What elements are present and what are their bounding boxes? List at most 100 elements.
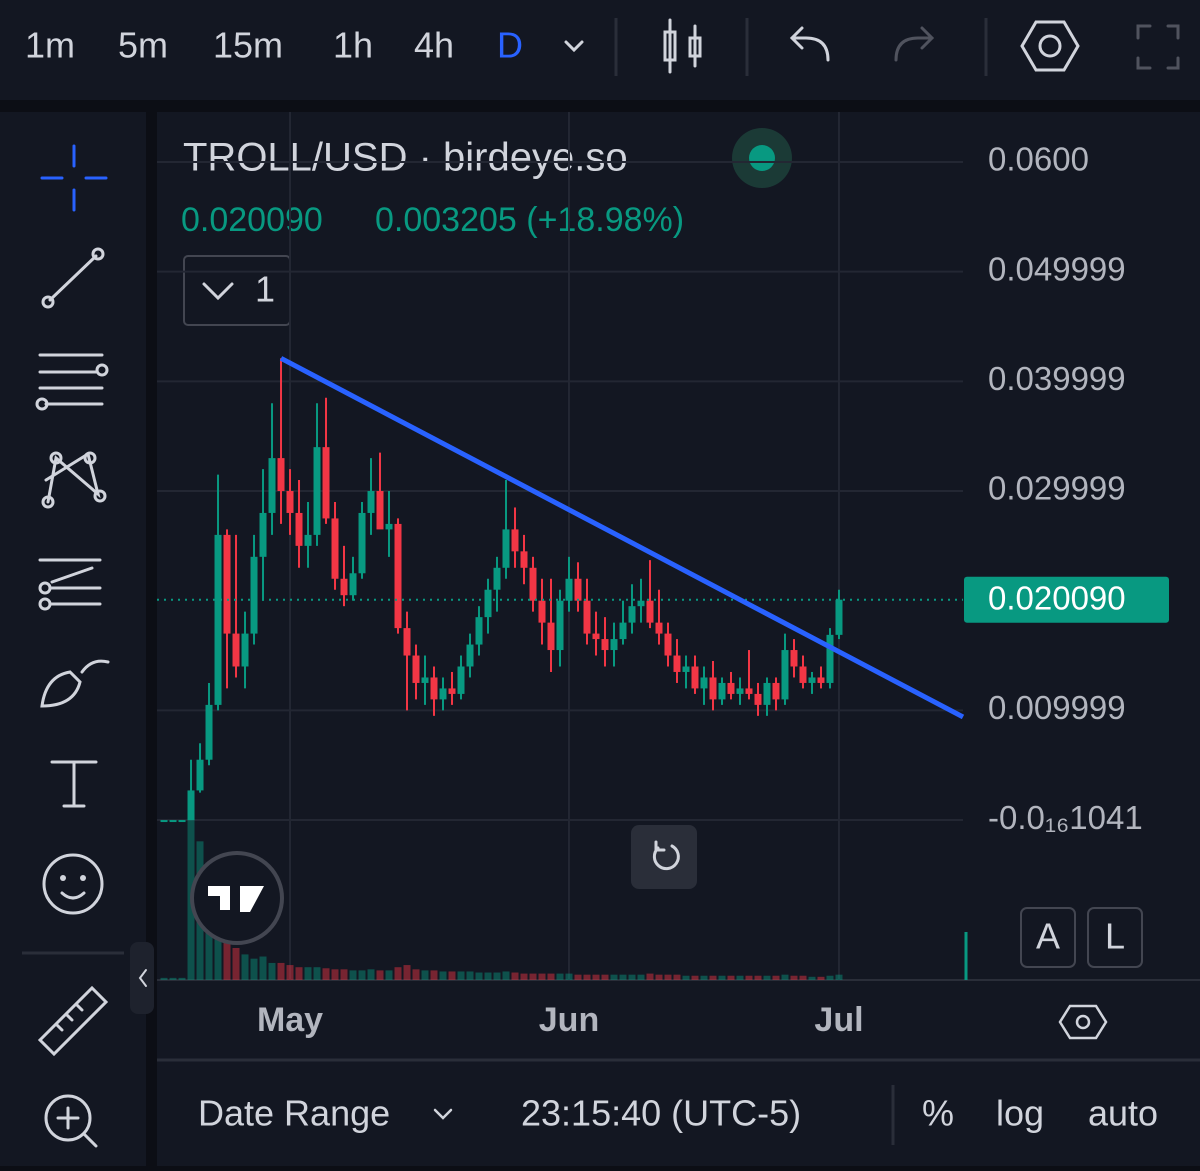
candle-body bbox=[790, 650, 798, 667]
volume-bar bbox=[520, 973, 528, 980]
volume-bar bbox=[790, 975, 798, 980]
percent-toggle[interactable]: % bbox=[922, 1093, 954, 1134]
volume-bar bbox=[457, 971, 465, 980]
volume-bar bbox=[169, 977, 177, 980]
volume-bar bbox=[727, 975, 735, 980]
candle-body bbox=[646, 600, 654, 623]
candle-body bbox=[529, 567, 537, 601]
candle-body bbox=[835, 599, 843, 635]
x-tick-label: May bbox=[257, 1001, 323, 1039]
reset-button[interactable] bbox=[631, 825, 697, 889]
volume-bar bbox=[385, 970, 393, 980]
candle-body bbox=[295, 512, 303, 546]
volume-bar bbox=[556, 973, 564, 980]
volume-bar bbox=[250, 958, 258, 980]
pane-count: 1 bbox=[255, 269, 275, 310]
clock: 23:15:40 (UTC-5) bbox=[521, 1093, 801, 1134]
log-toggle[interactable]: log bbox=[996, 1093, 1044, 1134]
candle-body bbox=[187, 790, 195, 821]
interval-button[interactable]: 1h bbox=[333, 25, 373, 66]
y-tick-label: 0.049999 bbox=[988, 250, 1126, 287]
volume-bar bbox=[673, 974, 681, 980]
volume-bar bbox=[835, 974, 843, 980]
volume-bar bbox=[358, 970, 366, 980]
volume-bar bbox=[592, 974, 600, 980]
candle-body bbox=[385, 523, 393, 530]
candle-body bbox=[637, 600, 645, 607]
volume-bar bbox=[700, 975, 708, 980]
axis-settings[interactable] bbox=[1058, 1004, 1108, 1040]
volume-bar bbox=[160, 977, 168, 980]
volume-bar bbox=[232, 948, 240, 980]
candle-body bbox=[259, 512, 267, 557]
candle-body bbox=[214, 534, 222, 705]
candle-body bbox=[421, 677, 429, 683]
x-tick-label: Jun bbox=[539, 1001, 599, 1039]
volume-bar bbox=[817, 976, 825, 980]
price-label-box bbox=[964, 576, 1169, 623]
auto-toggle[interactable]: auto bbox=[1088, 1093, 1158, 1134]
candle-body bbox=[655, 622, 663, 634]
interval-button[interactable]: D bbox=[497, 25, 523, 66]
candle-body bbox=[403, 628, 411, 656]
volume-bar bbox=[583, 974, 591, 980]
volume-bar bbox=[772, 975, 780, 980]
volume-bar bbox=[412, 969, 420, 980]
y-tick-label: 0.009999 bbox=[988, 689, 1126, 726]
interval-button[interactable]: 15m bbox=[213, 25, 283, 66]
y-tick-label: -0.0₁₆1041 bbox=[988, 799, 1143, 836]
volume-bar bbox=[403, 965, 411, 980]
volume-bar bbox=[376, 970, 384, 980]
scale-button[interactable] bbox=[1020, 907, 1076, 968]
left-icons bbox=[22, 144, 154, 1148]
volume-bar bbox=[718, 975, 726, 980]
scale-button[interactable] bbox=[1087, 907, 1143, 968]
interval-button[interactable]: 4h bbox=[414, 25, 454, 66]
candle-body bbox=[376, 491, 384, 530]
volume-bar bbox=[466, 971, 474, 980]
trendline bbox=[279, 356, 965, 720]
date-range[interactable]: Date Range bbox=[198, 1093, 390, 1134]
volume-bar bbox=[241, 954, 249, 980]
top-icons bbox=[564, 18, 1180, 76]
candle-body bbox=[601, 639, 609, 651]
candle-body bbox=[223, 534, 231, 634]
reset-icon bbox=[652, 840, 680, 871]
candle-body bbox=[709, 677, 717, 700]
candle-body bbox=[583, 600, 591, 634]
candle-body bbox=[619, 622, 627, 640]
volume-bar bbox=[394, 967, 402, 980]
candle-body bbox=[268, 458, 276, 513]
volume-bar bbox=[313, 967, 321, 980]
volume-bar bbox=[655, 974, 663, 980]
candle-body bbox=[241, 633, 249, 667]
candle-body bbox=[673, 655, 681, 672]
candle-body bbox=[592, 633, 600, 640]
candle-body bbox=[511, 529, 519, 552]
volume-bar bbox=[475, 972, 483, 980]
candle-body bbox=[736, 688, 744, 694]
candle-body bbox=[538, 600, 546, 623]
volume-bar bbox=[295, 967, 303, 980]
pane-chevron bbox=[202, 282, 234, 301]
interval-button[interactable]: 5m bbox=[118, 25, 168, 66]
interval-button[interactable]: 1m bbox=[25, 25, 75, 66]
candle-body bbox=[412, 655, 420, 683]
candle-body bbox=[475, 617, 483, 645]
volume-bar bbox=[493, 972, 501, 980]
price-label: 0.020090 bbox=[988, 579, 1126, 616]
candle-body bbox=[349, 573, 357, 596]
candle-body bbox=[520, 551, 528, 568]
volume-bar bbox=[421, 970, 429, 980]
volume-bar bbox=[664, 974, 672, 980]
volume-bar bbox=[538, 973, 546, 980]
candle-body bbox=[358, 512, 366, 574]
chart-panel bbox=[157, 112, 1200, 1166]
volume-bar bbox=[214, 905, 222, 980]
volume-bar bbox=[619, 974, 627, 980]
plot: -0.0₁₆1041 0.009999 0.029999 0.039999 0.0499… bbox=[157, 112, 1169, 1039]
legend-change: 0.003205 (+18.98%) bbox=[375, 201, 684, 239]
candle-body bbox=[169, 820, 177, 823]
volume-bar bbox=[799, 975, 807, 980]
candle-body bbox=[277, 458, 285, 492]
